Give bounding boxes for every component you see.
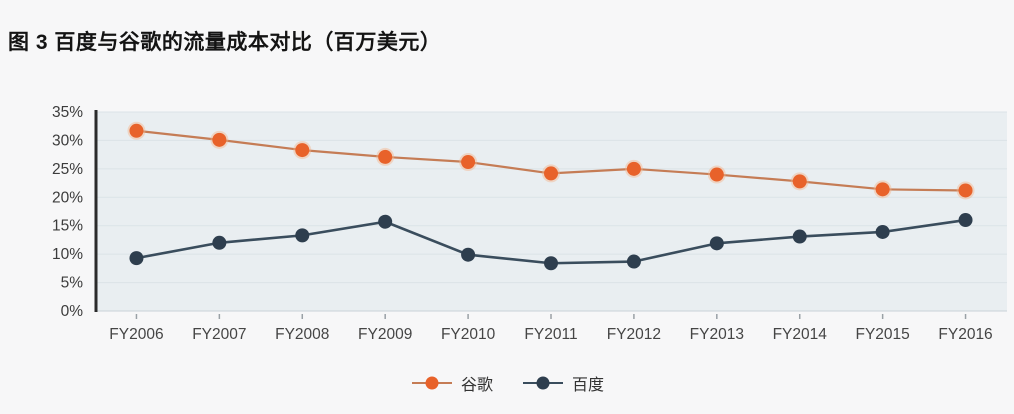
data-point-0	[129, 123, 144, 138]
data-point-0	[958, 183, 973, 198]
y-axis-tick-label: 15%	[52, 218, 83, 235]
x-axis-tick-label: FY2010	[441, 326, 496, 343]
data-point-0	[295, 143, 310, 158]
x-axis-tick-label: FY2016	[938, 326, 992, 343]
chart-legend: 谷歌 百度	[0, 368, 1014, 398]
data-point-1	[958, 213, 973, 228]
chart-title: 图 3 百度与谷歌的流量成本对比（百万美元）	[8, 31, 442, 54]
data-point-1	[875, 224, 890, 239]
legend-line-dot-icon	[523, 376, 563, 390]
data-point-1	[709, 236, 724, 251]
y-axis-tick-label: 10%	[52, 246, 83, 263]
data-point-0	[461, 155, 476, 170]
x-axis-tick-label: FY2008	[275, 326, 329, 343]
x-axis-tick-label: FY2011	[524, 326, 577, 343]
y-axis-tick-label: 30%	[52, 132, 83, 149]
x-axis-tick-label: FY2009	[358, 326, 412, 343]
data-point-1	[792, 229, 807, 244]
data-point-0	[212, 132, 227, 147]
data-point-0	[792, 174, 807, 189]
legend-label-baidu: 百度	[572, 377, 605, 394]
data-point-0	[626, 161, 641, 176]
data-point-1	[295, 228, 310, 243]
data-point-1	[626, 254, 641, 269]
x-axis-tick-label: FY2013	[690, 326, 744, 343]
x-axis-tick-label: FY2006	[109, 326, 163, 343]
data-point-1	[129, 251, 144, 266]
data-point-0	[544, 166, 558, 181]
data-point-0	[709, 167, 724, 182]
x-axis-tick-label: FY2007	[192, 326, 246, 343]
y-axis-tick-label: 20%	[52, 189, 83, 206]
y-axis-tick-label: 25%	[52, 161, 83, 178]
x-axis-tick-label: FY2012	[607, 326, 661, 343]
data-point-0	[875, 182, 890, 197]
data-point-1	[378, 214, 393, 229]
legend-label-google: 谷歌	[460, 377, 493, 394]
legend-item-google: 谷歌	[410, 371, 493, 395]
y-axis-tick-label: 0%	[61, 303, 84, 320]
data-point-1	[544, 256, 558, 271]
x-axis-tick-label: FY2015	[855, 326, 909, 343]
x-axis-tick-label: FY2014	[773, 326, 828, 343]
plot-area	[95, 112, 1007, 311]
data-point-1	[212, 235, 227, 250]
data-point-1	[461, 247, 476, 262]
legend-line-dot-icon	[411, 376, 452, 390]
line-chart-canvas: 0% 5% 10% 15% 20% 25% 30% 35% FY2006 FY2007 FY2008…	[52, 104, 1007, 343]
legend-item-baidu: 百度	[521, 371, 604, 395]
y-axis-tick-label: 5%	[61, 275, 84, 292]
data-point-0	[378, 149, 393, 164]
y-axis-tick-label: 35%	[52, 104, 83, 121]
